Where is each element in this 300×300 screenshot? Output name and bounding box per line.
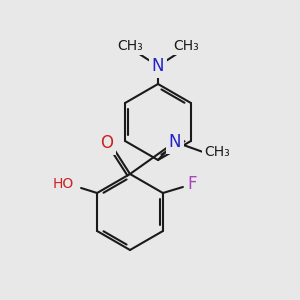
Text: F: F bbox=[187, 175, 197, 193]
Text: HO: HO bbox=[52, 177, 74, 191]
Text: CH₃: CH₃ bbox=[173, 39, 199, 53]
Text: N: N bbox=[169, 133, 181, 151]
Text: CH₃: CH₃ bbox=[204, 145, 230, 159]
Text: O: O bbox=[100, 134, 113, 152]
Text: CH₃: CH₃ bbox=[117, 39, 143, 53]
Text: N: N bbox=[152, 57, 164, 75]
